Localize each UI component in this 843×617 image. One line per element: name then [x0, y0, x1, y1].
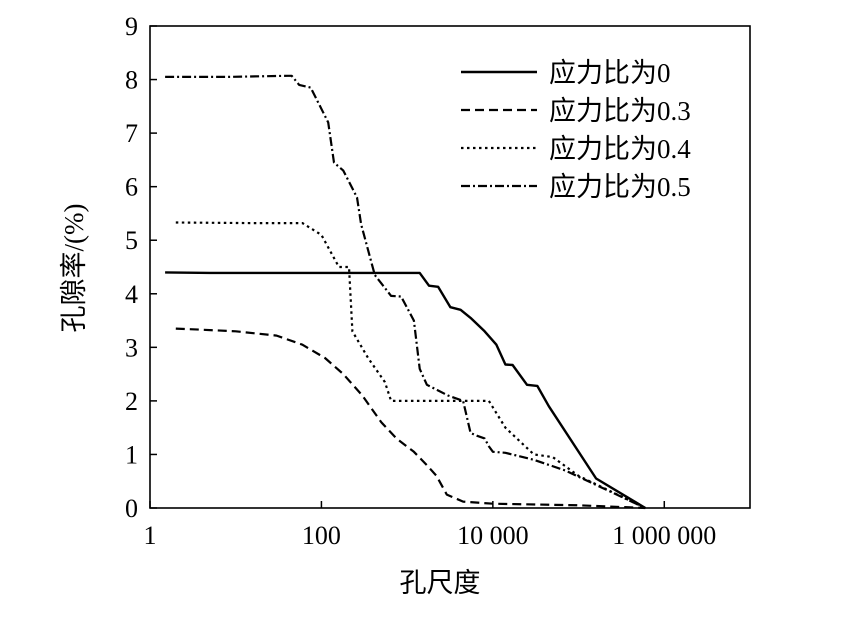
legend-label: 应力比为0.3 [549, 96, 691, 126]
y-tick-label: 6 [125, 173, 138, 202]
y-tick-label: 1 [125, 440, 138, 469]
series-line-0 [165, 271, 646, 510]
y-axis-label: 孔隙率/(%) [59, 204, 89, 333]
series-layer [165, 74, 646, 510]
legend-label: 应力比为0.4 [549, 134, 691, 164]
plot-frame [149, 25, 751, 509]
series-line-1 [175, 327, 646, 510]
y-tick-label: 4 [125, 280, 138, 309]
y-tick-label: 5 [125, 226, 138, 255]
legend-label: 应力比为0 [549, 58, 671, 88]
x-tick-label: 1 000 000 [612, 521, 716, 550]
series-line-3 [165, 74, 646, 509]
legend: 应力比为0 应力比为0.3 应力比为0.4 应力比为0.5 [461, 58, 691, 202]
series-line-2 [175, 221, 646, 509]
y-tick-label: 7 [125, 119, 138, 148]
x-tick-label: 1 [144, 521, 157, 550]
y-tick-label: 8 [125, 66, 138, 95]
legend-label: 应力比为0.5 [549, 172, 691, 202]
y-tick-label: 0 [125, 494, 138, 523]
x-axis-ticks: 1 100 10 000 1 000 000 [144, 501, 716, 550]
x-tick-label: 100 [302, 521, 341, 550]
x-axis-label: 孔尺度 [400, 568, 481, 598]
y-tick-label: 3 [125, 333, 138, 362]
y-axis-ticks: 0 1 2 3 4 5 6 7 8 9 [125, 12, 157, 523]
x-tick-label: 10 000 [457, 521, 529, 550]
y-tick-label: 9 [125, 12, 138, 41]
y-tick-label: 2 [125, 387, 138, 416]
